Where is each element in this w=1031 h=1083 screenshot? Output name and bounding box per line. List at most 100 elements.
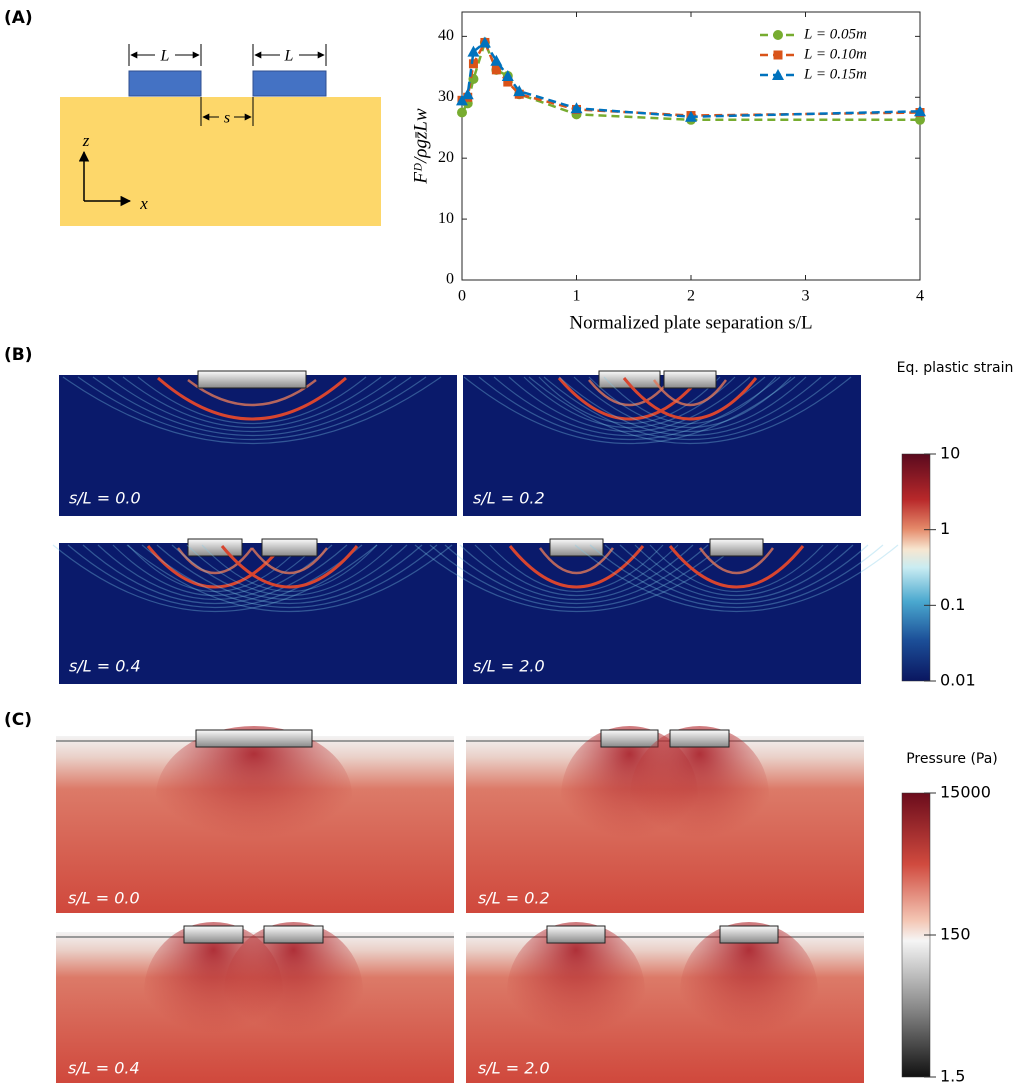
series-line	[460, 38, 920, 122]
colorbar-tick-label: 0.1	[940, 595, 965, 614]
shear-band	[157, 376, 347, 421]
shear-band	[156, 544, 423, 604]
shear-band	[558, 376, 822, 437]
dimension-label: L	[160, 48, 170, 65]
series-line	[461, 40, 921, 119]
shear-band	[62, 376, 442, 444]
data-point	[914, 105, 926, 117]
shear-band	[137, 376, 367, 424]
shear-band	[574, 544, 899, 613]
pressure-bulb	[680, 922, 818, 1062]
y-tick-label: 30	[438, 88, 454, 105]
y-axis-label: Fᴰ/ρgz̄Lw	[410, 108, 431, 185]
shear-band	[604, 544, 869, 605]
shear-band	[528, 376, 852, 445]
shear-band	[52, 544, 378, 613]
plate	[197, 370, 307, 389]
plate	[263, 925, 324, 944]
axis-label: x	[139, 194, 148, 213]
x-tick-label: 3	[802, 288, 810, 305]
data-point	[467, 45, 480, 57]
plate	[719, 925, 779, 944]
plate	[549, 538, 604, 557]
shear-band	[444, 544, 709, 605]
data-point	[501, 69, 514, 81]
plate	[669, 729, 730, 748]
colorbar-tick-label: 15000	[940, 783, 991, 802]
pressure-bulb	[630, 726, 769, 866]
y-tick-label: 0	[446, 271, 454, 288]
plate	[252, 70, 327, 97]
shear-band	[141, 544, 438, 608]
shear-band	[573, 376, 807, 433]
colorbar-tick-label: 10	[940, 444, 960, 463]
data-point	[461, 88, 474, 100]
schematic: L L s z x	[60, 44, 381, 226]
x-tick-label: 2	[687, 288, 695, 305]
shear-band	[220, 545, 359, 589]
shear-band	[489, 544, 664, 593]
panel-label: (C)	[4, 710, 32, 730]
x-tick-label: 1	[573, 288, 581, 305]
pressure-bulb	[156, 726, 352, 866]
plate	[261, 538, 318, 557]
strain-map	[59, 375, 457, 516]
shear-band	[92, 376, 412, 437]
data-point	[457, 107, 467, 118]
data-point	[570, 102, 583, 114]
data-point	[773, 50, 783, 60]
shear-band	[557, 377, 702, 421]
shear-band	[652, 379, 728, 407]
y-tick-label: 10	[438, 210, 454, 227]
shear-band	[538, 376, 721, 425]
shear-band	[82, 544, 348, 605]
shear-band	[474, 544, 679, 596]
y-tick-label: 20	[438, 149, 454, 166]
panel-label: (A)	[4, 8, 33, 28]
shear-band	[171, 544, 408, 601]
dimension-label: L	[284, 48, 294, 65]
data-point	[456, 94, 468, 106]
shear-band	[107, 376, 397, 432]
plate	[663, 370, 717, 389]
shear-band	[622, 377, 758, 421]
shear-band	[127, 544, 303, 593]
shear-band	[77, 376, 427, 440]
legend-label: L = 0.05m	[803, 26, 867, 42]
plate	[183, 925, 244, 944]
data-point	[685, 110, 697, 122]
shear-band	[478, 376, 781, 441]
line-chart: Normalized plate separation s/L Fᴰ/ρgz̄L…	[410, 11, 926, 333]
data-point	[915, 114, 925, 125]
shear-band	[588, 376, 792, 428]
shear-band	[112, 544, 318, 596]
shear-band	[187, 379, 317, 407]
colorbar	[901, 453, 931, 682]
strain-map	[59, 543, 457, 684]
shear-band	[459, 544, 694, 601]
data-point	[468, 59, 478, 69]
shear-band	[668, 545, 805, 589]
colorbar-title: Pressure (Pa)	[906, 751, 998, 767]
strain-map	[463, 375, 861, 516]
panel-caption: s/L = 0.0	[68, 889, 140, 908]
shear-band	[543, 376, 837, 440]
shear-band	[698, 547, 775, 575]
shear-band	[508, 376, 751, 433]
shear-band	[122, 376, 382, 429]
x-tick-label: 4	[916, 288, 924, 305]
data-point	[773, 30, 783, 40]
data-point	[491, 65, 501, 75]
shear-band	[589, 544, 884, 608]
panel-caption: s/L = 0.4	[69, 657, 141, 676]
dimension-label: s	[224, 110, 230, 127]
colorbar-tick-label: 1.5	[940, 1067, 965, 1083]
plate	[546, 925, 606, 944]
pressure-bulb	[507, 922, 645, 1062]
x-tick-label: 0	[458, 288, 466, 305]
shear-band	[126, 544, 453, 613]
x-axis-label: Normalized plate separation s/L	[569, 312, 812, 333]
axis-label: z	[82, 131, 90, 150]
